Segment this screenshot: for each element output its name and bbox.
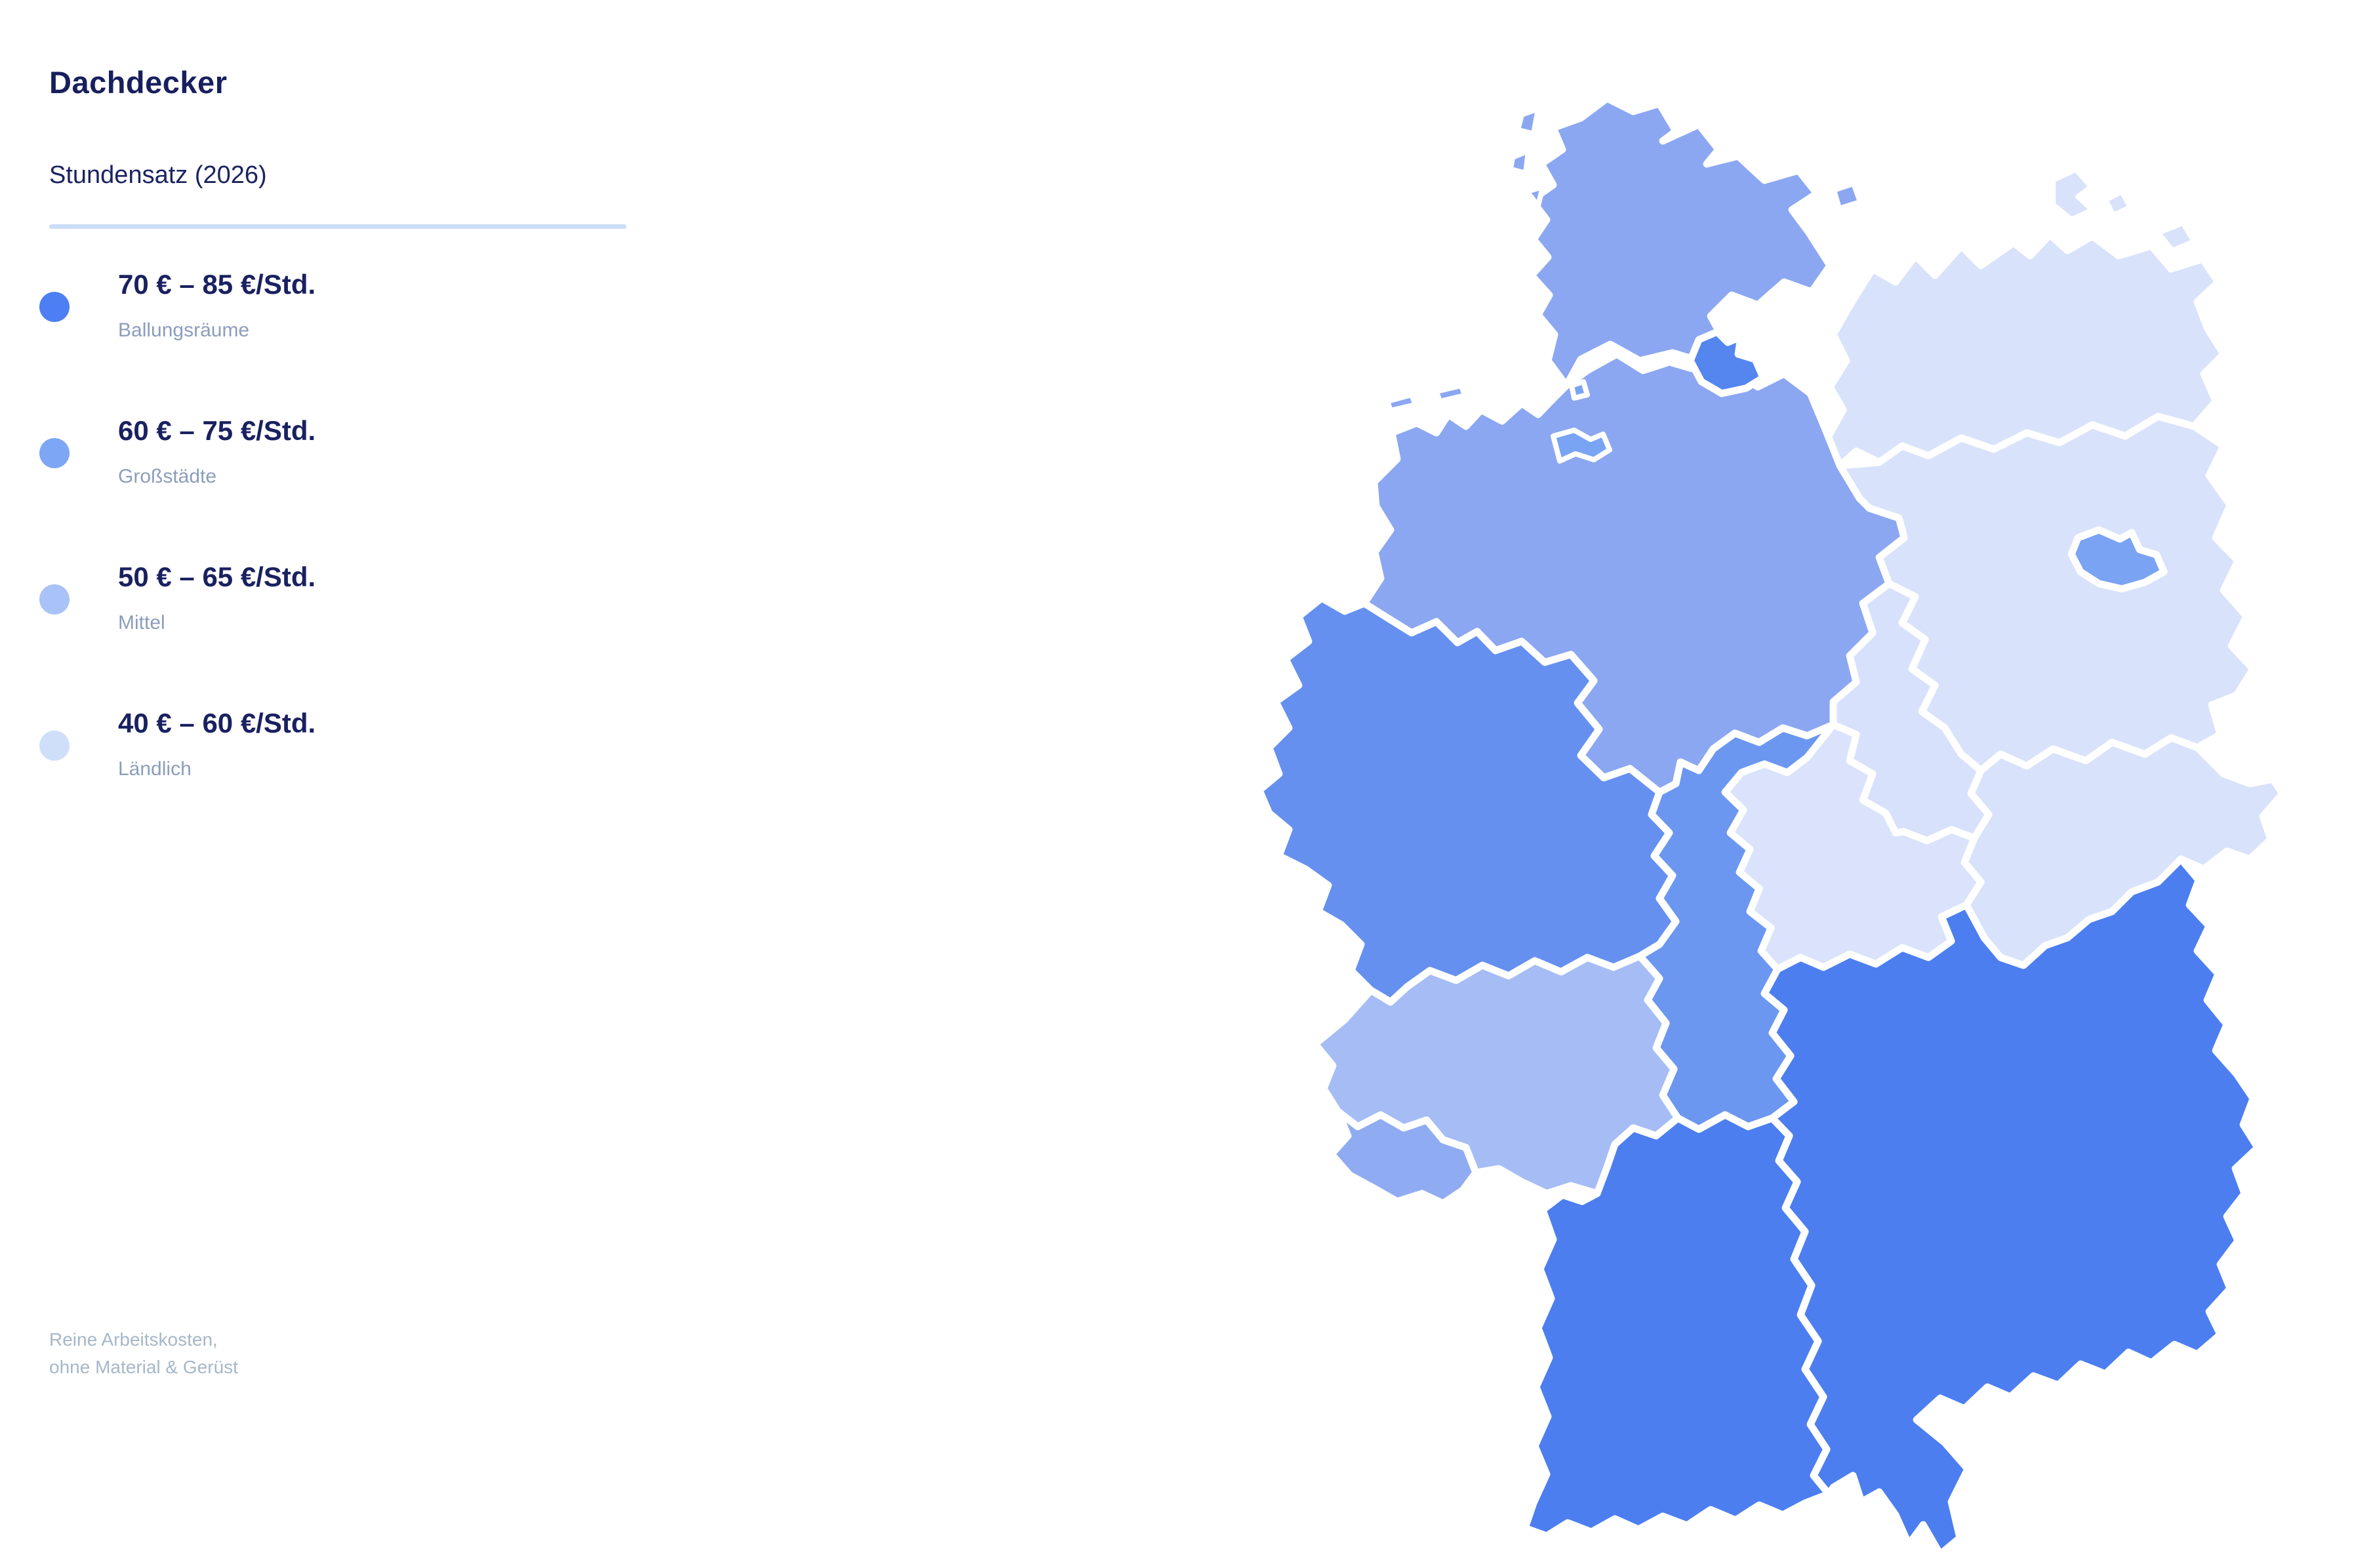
footnote: Reine Arbeitskosten, ohne Material & Ger… (49, 1326, 238, 1381)
state-mecklenburg-vorpommern (1823, 167, 2228, 470)
legend-label: Großstädte (118, 466, 217, 487)
state-berlin (2067, 526, 2168, 593)
legend-dot-mittel (39, 584, 70, 614)
legend-range: 60 € – 75 €/Std. (118, 415, 316, 446)
state-schleswig-holstein (1508, 94, 1863, 390)
legend-item: 40 € – 60 €/Std. Ländlich (39, 704, 315, 779)
state-saarland (1328, 1108, 1480, 1207)
legend-item: 50 € – 65 €/Std. Mittel (39, 558, 315, 633)
legend-label: Mittel (118, 612, 165, 633)
legend-range: 40 € – 60 €/Std. (118, 708, 316, 738)
divider-line (49, 224, 626, 229)
state-bremen (1551, 379, 1612, 464)
footnote-line1: Reine Arbeitskosten, (49, 1329, 218, 1350)
legend-range: 50 € – 65 €/Std. (118, 561, 316, 592)
legend-item: 60 € – 75 €/Std. Großstädte (39, 412, 315, 487)
state-bayern (1760, 855, 2262, 1558)
legend-item: 70 € – 85 €/Std. Ballungsräume (39, 266, 315, 340)
page-subtitle: Stundensatz (2026) (49, 161, 267, 189)
footnote-line2: ohne Material & Gerüst (49, 1357, 238, 1377)
legend-dot-laendlich (39, 731, 70, 761)
legend-label: Ländlich (118, 758, 192, 780)
legend-label: Ballungsräume (118, 319, 250, 341)
page-title: Dachdecker (49, 65, 228, 100)
legend-dot-ballungsraeume (39, 292, 70, 322)
germany-choropleth-map (1240, 79, 2289, 1561)
state-hamburg (1686, 328, 1767, 397)
legend-range: 70 € – 85 €/Std. (118, 269, 316, 300)
legend-dot-grossstaedte (39, 438, 70, 468)
